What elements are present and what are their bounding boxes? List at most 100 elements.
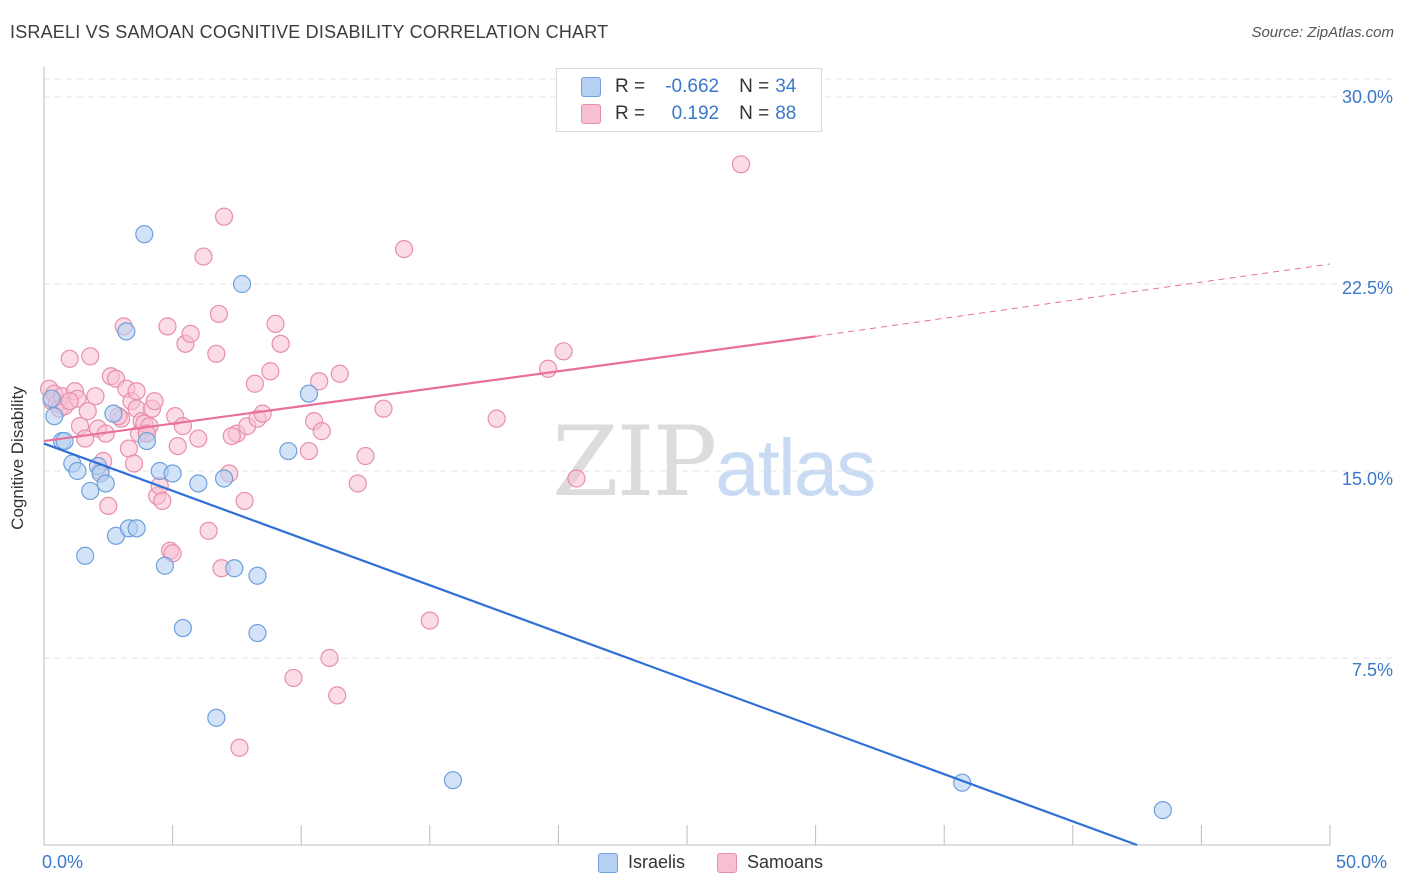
israelis-point bbox=[173, 618, 192, 638]
samoans-point bbox=[420, 611, 439, 630]
israelis-point bbox=[1153, 800, 1172, 820]
samoans-point bbox=[181, 324, 200, 343]
israelis-point bbox=[232, 274, 252, 294]
israelis-point bbox=[45, 407, 64, 426]
israelis-point bbox=[135, 225, 154, 244]
samoans-points bbox=[40, 155, 751, 757]
israelis-point bbox=[207, 708, 226, 727]
samoans-point bbox=[374, 399, 393, 418]
grid-lines bbox=[44, 78, 1392, 659]
samoans-point bbox=[189, 429, 208, 448]
samoans-point bbox=[284, 668, 303, 688]
source-credit: Source: ZipAtlas.com bbox=[1251, 24, 1394, 41]
israelis-swatch bbox=[581, 77, 601, 97]
samoans-point bbox=[214, 207, 234, 226]
israelis-point bbox=[163, 464, 182, 483]
samoans-trend-extension bbox=[815, 263, 1331, 337]
x-tick-label: 50.0% bbox=[1336, 852, 1388, 872]
samoans-point bbox=[173, 417, 192, 436]
axes bbox=[43, 67, 1331, 846]
israelis-point bbox=[127, 519, 146, 538]
trend-lines bbox=[43, 263, 1331, 847]
samoans-point bbox=[310, 372, 329, 391]
samoans-point bbox=[158, 317, 177, 336]
israelis-point bbox=[214, 469, 234, 488]
legend-r-key: R = bbox=[615, 76, 646, 97]
legend-row-samoans: R = 0.192 N = 88 bbox=[581, 102, 796, 126]
israelis-point bbox=[68, 461, 87, 481]
samoans-point bbox=[153, 491, 172, 511]
samoans-point bbox=[299, 441, 319, 461]
israelis-point bbox=[443, 771, 463, 790]
samoans-point bbox=[230, 738, 249, 757]
y-tick-label: 22.5% bbox=[1341, 278, 1393, 298]
samoans-point bbox=[78, 402, 97, 421]
israelis-point bbox=[225, 559, 244, 578]
samoans-point bbox=[81, 347, 100, 366]
samoans-point bbox=[245, 374, 265, 393]
x-tick-label: 0.0% bbox=[42, 852, 84, 872]
samoans-point bbox=[207, 344, 226, 363]
samoans-point bbox=[86, 387, 105, 406]
samoans-point bbox=[209, 304, 228, 324]
legend-n-key: N = bbox=[739, 103, 770, 124]
samoans-point bbox=[731, 155, 751, 174]
samoans-point bbox=[222, 426, 241, 446]
y-tick-label: 15.0% bbox=[1341, 469, 1393, 489]
israelis-point bbox=[117, 322, 136, 341]
legend-r-value: -0.662 bbox=[665, 76, 720, 97]
samoans-point bbox=[554, 342, 573, 361]
y-tick-label: 7.5% bbox=[1351, 660, 1393, 680]
israelis-point bbox=[248, 623, 267, 643]
samoans-point bbox=[168, 436, 187, 456]
israelis-point bbox=[42, 389, 61, 408]
samoans-point bbox=[124, 454, 144, 473]
samoans-point bbox=[539, 359, 558, 378]
israelis-point bbox=[248, 566, 267, 585]
samoans-point bbox=[487, 409, 506, 428]
israelis-point bbox=[55, 431, 74, 451]
samoans-point bbox=[199, 521, 218, 540]
israelis-swatch bbox=[598, 852, 618, 873]
samoans-point bbox=[356, 446, 375, 466]
legend-label-israelis: Israelis bbox=[628, 852, 686, 872]
y-axis-label: Cognitive Disability bbox=[8, 386, 27, 530]
israelis-point bbox=[279, 441, 298, 461]
legend-n-value: 88 bbox=[775, 103, 797, 124]
israelis-point bbox=[299, 384, 319, 403]
legend-item-israelis[interactable]: Israelis bbox=[598, 852, 685, 873]
samoans-point bbox=[394, 239, 414, 259]
israelis-point bbox=[81, 481, 100, 501]
series-legend: Israelis Samoans bbox=[598, 852, 855, 873]
israelis-trend-line bbox=[43, 442, 1138, 847]
samoans-point bbox=[261, 362, 280, 381]
samoans-point bbox=[60, 392, 79, 411]
legend-n-value: 34 bbox=[775, 76, 797, 97]
samoans-point bbox=[348, 474, 367, 493]
samoans-point bbox=[60, 349, 79, 368]
samoans-point bbox=[312, 422, 331, 441]
legend-item-samoans[interactable]: Samoans bbox=[717, 852, 823, 873]
samoans-point bbox=[567, 469, 586, 488]
legend-label-samoans: Samoans bbox=[747, 852, 824, 872]
y-tick-label: 30.0% bbox=[1341, 87, 1393, 107]
legend-row-israelis: R = -0.662 N = 34 bbox=[581, 75, 796, 99]
samoans-point bbox=[271, 334, 290, 353]
samoans-point bbox=[99, 496, 118, 516]
samoans-point bbox=[266, 314, 285, 333]
samoans-point bbox=[320, 648, 339, 668]
legend-r-key: R = bbox=[615, 103, 646, 124]
israelis-point bbox=[155, 556, 174, 575]
israelis-point bbox=[104, 404, 123, 423]
samoans-point bbox=[127, 382, 146, 401]
israelis-point bbox=[137, 431, 156, 451]
israelis-point bbox=[76, 546, 95, 565]
legend-n-key: N = bbox=[739, 76, 770, 97]
samoans-point bbox=[235, 491, 254, 511]
israelis-point bbox=[189, 474, 208, 493]
israelis-point bbox=[96, 474, 115, 493]
chart-title: ISRAELI VS SAMOAN COGNITIVE DISABILITY C… bbox=[10, 22, 609, 42]
samoans-point bbox=[253, 404, 272, 423]
samoans-point bbox=[330, 364, 349, 383]
